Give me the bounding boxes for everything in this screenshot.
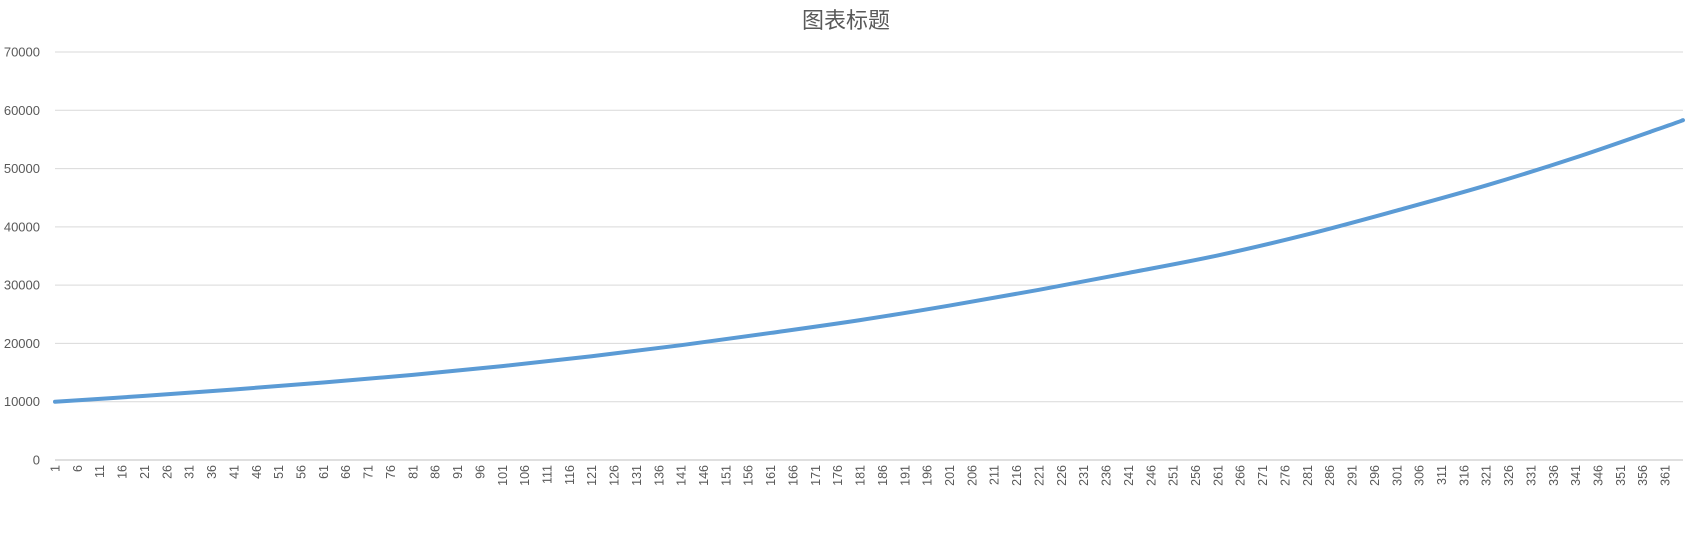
x-tick-label: 356	[1636, 465, 1650, 486]
x-tick-label: 31	[183, 465, 197, 479]
x-tick-label: 151	[719, 465, 733, 486]
x-tick-label: 336	[1547, 465, 1561, 486]
x-tick-label: 296	[1368, 465, 1382, 486]
x-tick-label: 26	[160, 465, 174, 479]
x-tick-label: 101	[496, 465, 510, 486]
x-tick-label: 46	[250, 465, 264, 479]
x-tick-label: 321	[1480, 465, 1494, 486]
x-tick-label: 186	[876, 465, 890, 486]
y-tick-label: 0	[33, 453, 40, 468]
y-tick-label: 70000	[4, 45, 40, 60]
x-tick-label: 131	[630, 465, 644, 486]
x-tick-label: 81	[406, 465, 420, 479]
x-tick-label: 111	[540, 465, 554, 484]
x-tick-label: 326	[1502, 465, 1516, 486]
x-tick-label: 206	[965, 465, 979, 486]
x-tick-label: 36	[205, 465, 219, 479]
x-tick-label: 236	[1100, 465, 1114, 486]
x-tick-label: 166	[786, 465, 800, 486]
series-line	[53, 118, 1685, 404]
x-tick-label: 316	[1457, 465, 1471, 486]
x-tick-label: 306	[1413, 465, 1427, 486]
x-tick-label: 161	[764, 465, 778, 486]
x-tick-label: 6	[71, 465, 85, 472]
x-tick-label: 341	[1569, 465, 1583, 486]
x-tick-label: 221	[1032, 465, 1046, 486]
x-tick-label: 181	[854, 465, 868, 486]
x-tick-label: 346	[1592, 465, 1606, 486]
x-tick-label: 196	[921, 465, 935, 486]
x-tick-label: 216	[1010, 465, 1024, 486]
x-tick-label: 301	[1390, 465, 1404, 486]
x-tick-label: 136	[652, 465, 666, 486]
y-tick-label: 30000	[4, 278, 40, 293]
x-tick-label: 106	[518, 465, 532, 486]
x-tick-label: 96	[473, 465, 487, 479]
x-tick-label: 201	[943, 465, 957, 486]
x-tick-label: 61	[317, 465, 331, 479]
y-tick-label: 50000	[4, 161, 40, 176]
x-tick-label: 256	[1189, 465, 1203, 486]
x-tick-label: 11	[93, 465, 107, 478]
x-tick-label: 281	[1301, 465, 1315, 486]
x-tick-label: 21	[138, 465, 152, 479]
x-tick-label: 331	[1524, 465, 1538, 486]
x-tick-label: 176	[831, 465, 845, 486]
x-tick-label: 311	[1435, 465, 1449, 485]
x-tick-label: 126	[608, 465, 622, 486]
x-tick-label: 361	[1659, 465, 1673, 486]
x-tick-label: 141	[675, 465, 689, 486]
y-axis-tick-labels: 0 10000 20000 30000 40000 50000 60000 70000	[4, 45, 40, 468]
x-tick-label: 241	[1122, 465, 1136, 486]
x-tick-label: 116	[563, 465, 577, 485]
x-tick-label: 351	[1614, 465, 1628, 486]
x-tick-label: 291	[1346, 465, 1360, 486]
x-tick-label: 146	[697, 465, 711, 486]
x-tick-label: 276	[1278, 465, 1292, 486]
x-tick-label: 66	[339, 465, 353, 479]
x-axis-tick-labels: 1 6 11 16 21 26 31 36 41 46 51 56 61 66 71 76 81 86 91 96 10…	[49, 465, 1673, 486]
x-tick-label: 191	[898, 465, 912, 486]
y-tick-label: 10000	[4, 394, 40, 409]
x-tick-label: 211	[988, 465, 1002, 485]
x-tick-label: 271	[1256, 465, 1270, 486]
series-layer	[53, 118, 1685, 404]
x-tick-label: 286	[1323, 465, 1337, 486]
y-tick-label: 40000	[4, 219, 40, 234]
y-tick-label: 60000	[4, 103, 40, 118]
gridlines	[55, 51, 1683, 461]
x-tick-label: 156	[742, 465, 756, 486]
x-tick-label: 231	[1077, 465, 1091, 486]
x-tick-label: 251	[1167, 465, 1181, 486]
x-tick-label: 56	[294, 465, 308, 479]
x-tick-label: 41	[227, 465, 241, 479]
x-tick-label: 86	[429, 465, 443, 479]
x-tick-label: 261	[1211, 465, 1225, 486]
x-tick-label: 16	[116, 465, 130, 479]
x-tick-label: 121	[585, 465, 599, 486]
x-tick-label: 76	[384, 465, 398, 479]
x-tick-label: 1	[49, 465, 63, 472]
y-tick-label: 20000	[4, 336, 40, 351]
x-tick-label: 91	[451, 465, 465, 479]
x-tick-label: 51	[272, 465, 286, 479]
x-tick-label: 266	[1234, 465, 1248, 486]
chart-title: 图表标题	[802, 9, 890, 34]
x-tick-label: 71	[362, 465, 376, 479]
x-tick-label: 226	[1055, 465, 1069, 486]
x-tick-label: 246	[1144, 465, 1158, 486]
x-tick-label: 171	[809, 465, 823, 486]
